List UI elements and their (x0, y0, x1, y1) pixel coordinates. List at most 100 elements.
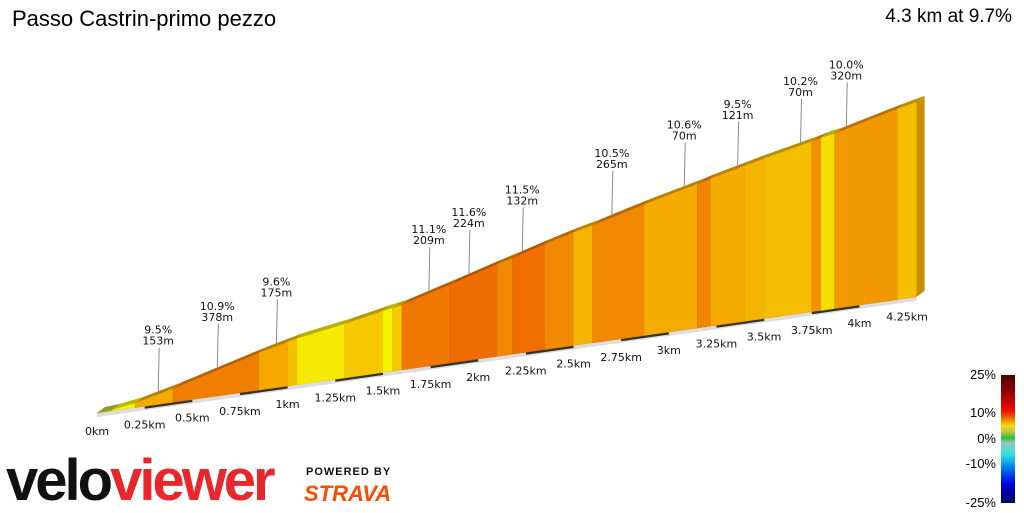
km-band (525, 345, 574, 355)
km-band (239, 385, 288, 396)
profile-segment (544, 231, 574, 350)
x-tick-label: 3km (657, 344, 681, 357)
profile-segment (710, 165, 746, 327)
x-tick-label: 1km (276, 398, 300, 411)
annotation-grade: 10.2% (783, 75, 818, 88)
profile-segment (820, 133, 835, 311)
profile-segment (834, 108, 898, 309)
annotation-grade: 10.0% (829, 58, 864, 71)
x-tick-label: 4.25km (886, 310, 928, 323)
x-tick-label: 4km (847, 317, 871, 330)
profile-top-face (592, 198, 653, 226)
annotation-leader-line (683, 142, 686, 188)
logo-text: velo (6, 448, 113, 513)
x-tick-label: 1.25km (314, 391, 356, 404)
profile-segment (763, 141, 813, 319)
annotation-grade: 11.6% (451, 206, 486, 219)
annotation-grade: 11.5% (505, 183, 540, 196)
km-band (811, 304, 860, 315)
profile-top-face (259, 335, 296, 353)
veloviewer-logo[interactable]: veloviewer (6, 452, 276, 510)
annotation-leader-line (521, 207, 524, 253)
km-band (430, 358, 479, 369)
profile-top-face (710, 159, 754, 179)
profile-top-face (401, 278, 458, 305)
x-tick-label: 3.25km (696, 337, 738, 350)
annotation-length: 153m (142, 335, 174, 348)
profile-segment (897, 101, 917, 300)
profile-segment (811, 137, 822, 313)
annotation-length: 121m (722, 109, 754, 122)
annotation-length: 70m (788, 86, 813, 99)
annotation-leader-line (845, 82, 848, 128)
x-tick-label: 0.75km (219, 405, 261, 418)
legend-label: 0% (977, 431, 996, 446)
x-tick-label: 2km (466, 371, 490, 384)
km-band (716, 318, 765, 328)
x-tick-label: 3.75km (791, 324, 833, 337)
km-band (144, 399, 193, 409)
climb-summary: 4.3 km at 9.7% (885, 6, 1012, 27)
annotation-leader-line (157, 347, 160, 393)
profile-top-face (834, 102, 906, 134)
profile-segment (512, 243, 546, 355)
profile-segment (401, 284, 450, 371)
profile-segment (392, 304, 403, 372)
x-tick-label: 3.5km (747, 331, 782, 344)
profile-top-face (344, 304, 391, 324)
annotation-grade: 9.5% (144, 324, 172, 337)
profile-segment (573, 224, 593, 346)
profile-top-face (821, 127, 843, 138)
annotation-length: 70m (672, 130, 697, 143)
km-band (620, 331, 670, 342)
annotation-leader-line (737, 121, 740, 167)
annotation-length: 209m (413, 234, 445, 247)
annotation-length: 224m (453, 217, 485, 230)
profile-top-face (811, 131, 830, 142)
profile-top-face (644, 177, 706, 205)
legend-label: 25% (969, 367, 996, 382)
annotation-grade: 10.5% (594, 147, 629, 160)
profile-segment (287, 338, 298, 387)
profile-segment (592, 203, 645, 344)
profile-end-face (916, 95, 925, 297)
annotation-grade: 11.1% (411, 223, 446, 236)
x-tick-label: 2.25km (505, 364, 547, 377)
profile-top-face (764, 135, 820, 159)
x-tick-label: 2.5km (556, 358, 591, 371)
profile-segment (643, 183, 698, 336)
annotation-length: 132m (506, 194, 538, 207)
annotation-grade: 9.5% (724, 98, 752, 111)
profile-segment (744, 158, 765, 322)
profile-top-face (497, 251, 521, 264)
profile-top-face (512, 237, 553, 258)
profile-top-face (382, 302, 401, 311)
annotation-length: 378m (201, 311, 233, 324)
page-title: Passo Castrin-primo pezzo (12, 6, 277, 31)
profile-segment (697, 178, 712, 329)
gradient-legend-bar (1001, 375, 1015, 503)
annotation-leader-line (800, 98, 803, 144)
annotation-grade: 9.6% (262, 276, 290, 289)
x-tick-label: 0.5km (175, 412, 210, 425)
annotation-length: 265m (596, 158, 628, 171)
profile-top-face (97, 403, 121, 413)
profile-top-face (287, 332, 306, 342)
profile-top-face (697, 172, 719, 184)
annotation-grade: 10.9% (200, 300, 235, 313)
annotation-leader-line (216, 323, 219, 369)
annotation-length: 175m (260, 287, 292, 300)
annotation-length: 320m (830, 69, 862, 82)
profile-top-face (573, 219, 601, 233)
annotation-leader-line (468, 230, 471, 276)
profile-top-face (173, 346, 268, 389)
profile-top-face (745, 152, 773, 166)
annotation-grade: 10.6% (667, 119, 702, 132)
km-band (335, 372, 384, 382)
x-tick-label: 0km (85, 425, 109, 438)
profile-top-face (449, 257, 506, 285)
profile-segment (382, 307, 393, 373)
strava-logo[interactable]: STRAVA (304, 481, 392, 506)
x-tick-label: 1.75km (410, 378, 452, 391)
